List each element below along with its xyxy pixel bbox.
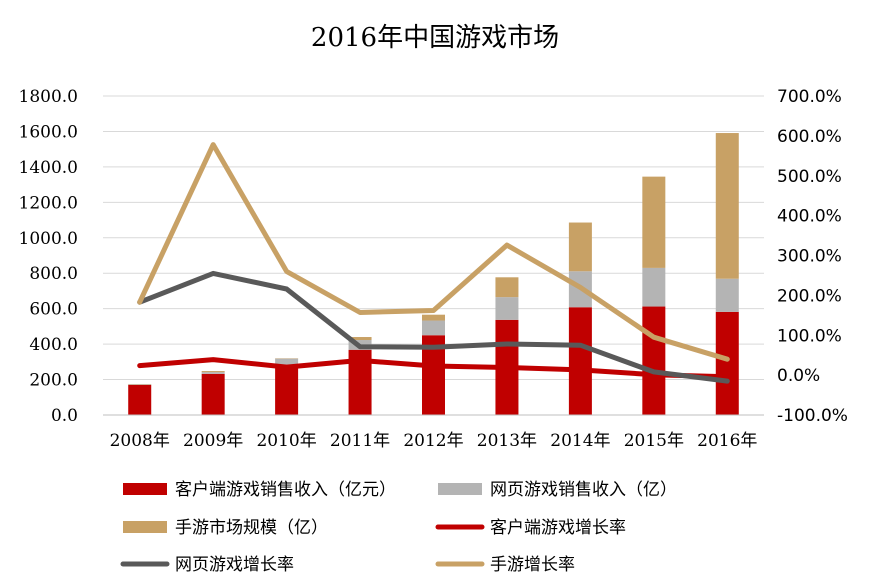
y-left-tick-label: 600.0 [29, 300, 78, 320]
x-tick-label: 2015年 [624, 431, 684, 451]
y-right-tick-label: -100.0% [777, 406, 848, 426]
y-right-tick-label: 700.0% [777, 87, 842, 107]
bar-segment [422, 321, 445, 336]
legend-swatch [123, 521, 167, 533]
y-left-tick-label: 400.0 [29, 335, 78, 355]
x-tick-label: 2012年 [403, 431, 463, 451]
bar-segment [569, 223, 592, 272]
y-left-tick-label: 1600.0 [19, 122, 78, 142]
y-left-tick-label: 1800.0 [19, 87, 78, 107]
bar-segment [642, 307, 665, 415]
legend-label: 网页游戏销售收入（亿） [490, 480, 677, 500]
x-tick-label: 2013年 [477, 431, 537, 451]
legend-label: 手游市场规模（亿） [175, 518, 328, 538]
legend-swatch [123, 483, 167, 495]
bar-segment [495, 277, 518, 297]
bar-segment [202, 374, 225, 415]
y-right-tick-label: 400.0% [777, 207, 842, 227]
x-tick-label: 2014年 [550, 431, 610, 451]
legend: 客户端游戏销售收入（亿元） 网页游戏销售收入（亿） 手游市场规模（亿） 客户端游戏增长… [123, 480, 677, 575]
legend-label: 客户端游戏销售收入（亿元） [175, 480, 396, 500]
legend-swatch [438, 483, 482, 495]
y-right-tick-label: 100.0% [777, 326, 842, 346]
x-tick-label: 2008年 [110, 431, 170, 451]
legend-label: 手游增长率 [490, 555, 575, 575]
bar-segment [495, 297, 518, 320]
bar-segment [716, 133, 739, 279]
y-right-tick-label: 0.0% [777, 366, 820, 386]
x-tick-label: 2009年 [183, 431, 243, 451]
y-left-tick-label: 0.0 [51, 406, 78, 426]
y-left-tick-label: 800.0 [29, 264, 78, 284]
bar-segment [128, 385, 151, 415]
legend-label: 客户端游戏增长率 [490, 518, 626, 538]
bar-segment [716, 279, 739, 312]
y-left-tick-label: 1200.0 [19, 193, 78, 213]
x-tick-label: 2010年 [256, 431, 316, 451]
bar-segment [128, 384, 151, 385]
line-layer [140, 145, 728, 382]
bar-segment [202, 372, 225, 374]
y-right-tick-label: 200.0% [777, 286, 842, 306]
y-right-tick-label: 600.0% [777, 127, 842, 147]
x-tick-label: 2011年 [330, 431, 390, 451]
bar-segment [422, 315, 445, 321]
y-left-tick-label: 1400.0 [19, 158, 78, 178]
bar-segment [202, 371, 225, 372]
y-right-tick-label: 300.0% [777, 247, 842, 267]
bar-segment [569, 307, 592, 415]
bar-segment [642, 177, 665, 268]
bar-segment [642, 268, 665, 307]
y-left-tick-label: 1000.0 [19, 229, 78, 249]
bar-segment [275, 365, 298, 415]
bar-segment [716, 312, 739, 415]
y-right-tick-label: 500.0% [777, 167, 842, 187]
chart-title: 2016年中国游戏市场 [311, 23, 559, 53]
x-tick-label: 2016年 [697, 431, 757, 451]
y-left-tick-label: 200.0 [29, 371, 78, 391]
legend-label: 网页游戏增长率 [175, 555, 294, 575]
